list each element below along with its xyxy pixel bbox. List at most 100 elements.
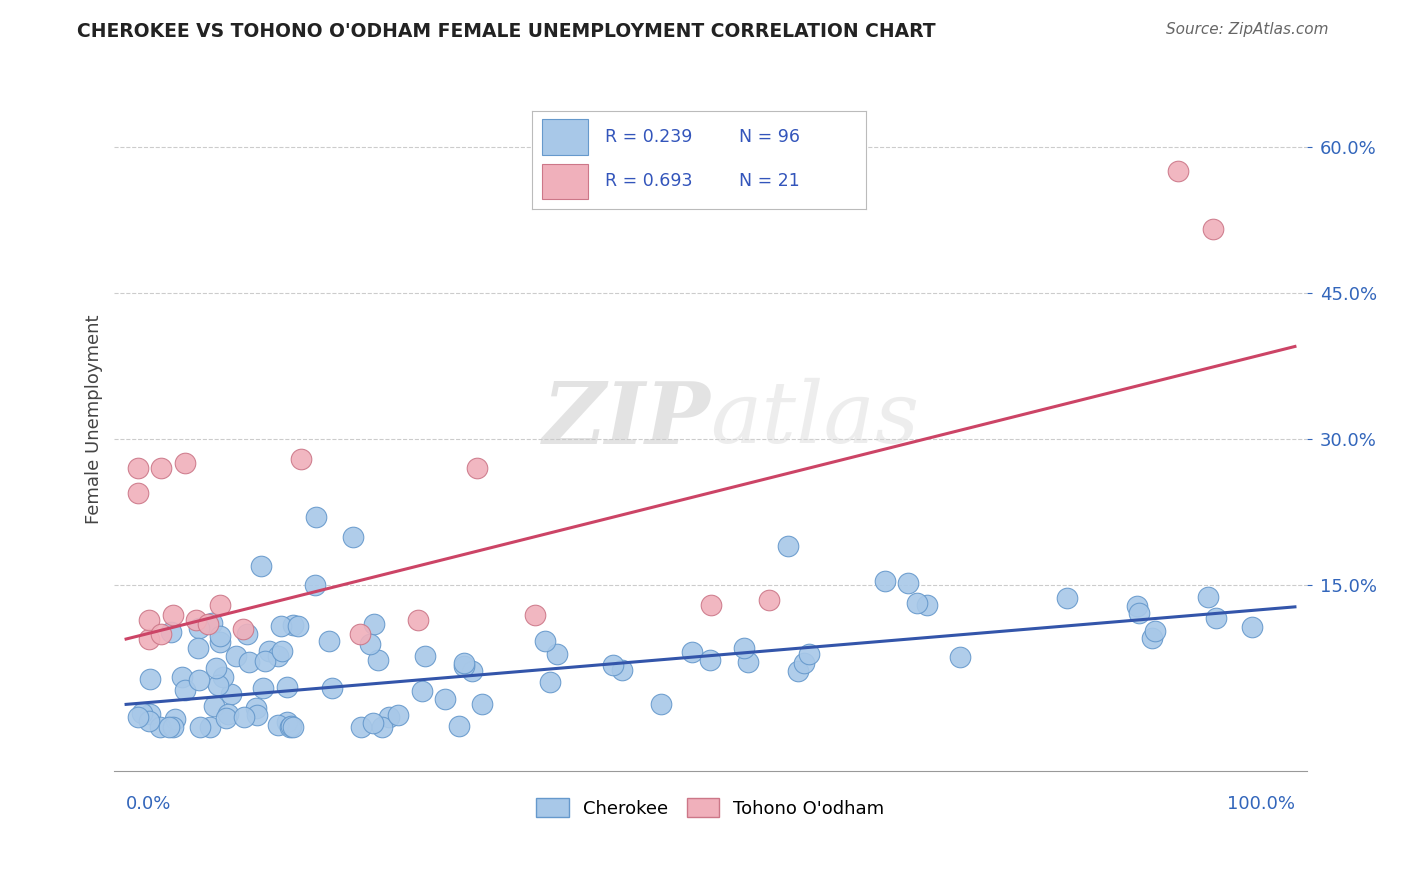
Point	[138, 613, 160, 627]
Point	[453, 656, 475, 670]
Point	[276, 680, 298, 694]
Text: 0.0%: 0.0%	[127, 795, 172, 814]
Point	[162, 607, 184, 622]
Point	[187, 673, 209, 687]
Point	[283, 720, 305, 734]
Point	[681, 645, 703, 659]
Point	[917, 598, 939, 612]
Point	[138, 632, 160, 646]
Point	[873, 574, 896, 588]
Point	[127, 710, 149, 724]
Point	[1167, 164, 1189, 178]
Point	[461, 665, 484, 679]
Point	[1128, 606, 1150, 620]
Point	[650, 697, 672, 711]
Point	[173, 457, 195, 471]
Point	[434, 692, 457, 706]
Point	[270, 619, 292, 633]
Point	[699, 653, 721, 667]
Point	[905, 597, 928, 611]
Point	[160, 624, 183, 639]
Point	[232, 622, 254, 636]
Point	[1126, 599, 1149, 613]
Point	[276, 715, 298, 730]
Text: ZIP: ZIP	[543, 378, 710, 461]
Point	[138, 714, 160, 728]
Point	[267, 717, 290, 731]
Point	[267, 649, 290, 664]
Point	[245, 701, 267, 715]
Point	[138, 672, 160, 686]
Point	[793, 657, 815, 671]
Point	[127, 485, 149, 500]
Point	[367, 653, 389, 667]
Text: atlas: atlas	[710, 378, 920, 461]
Point	[1202, 222, 1225, 236]
Point	[225, 648, 247, 663]
Point	[363, 716, 385, 731]
Text: CHEROKEE VS TOHONO O'ODHAM FEMALE UNEMPLOYMENT CORRELATION CHART: CHEROKEE VS TOHONO O'ODHAM FEMALE UNEMPL…	[77, 22, 936, 41]
Point	[378, 710, 401, 724]
Point	[797, 647, 820, 661]
Point	[287, 619, 309, 633]
Point	[217, 706, 239, 721]
Point	[238, 655, 260, 669]
Point	[157, 720, 180, 734]
Point	[150, 627, 173, 641]
Point	[318, 633, 340, 648]
Point	[254, 654, 277, 668]
Point	[131, 706, 153, 720]
Point	[949, 649, 972, 664]
Point	[1197, 591, 1219, 605]
Point	[139, 707, 162, 722]
Point	[188, 720, 211, 734]
Point	[188, 622, 211, 636]
Point	[174, 683, 197, 698]
Point	[546, 647, 568, 661]
Point	[1140, 631, 1163, 645]
Point	[1143, 624, 1166, 639]
Point	[359, 637, 381, 651]
Point	[349, 720, 371, 734]
Point	[162, 720, 184, 734]
Point	[202, 699, 225, 714]
Point	[449, 719, 471, 733]
Point	[453, 659, 475, 673]
Point	[776, 540, 799, 554]
Legend: Cherokee, Tohono O'odham: Cherokee, Tohono O'odham	[529, 791, 891, 825]
Point	[737, 656, 759, 670]
Point	[758, 593, 780, 607]
Point	[290, 451, 312, 466]
Point	[321, 681, 343, 695]
Point	[733, 640, 755, 655]
Point	[233, 710, 256, 724]
Point	[280, 719, 302, 733]
Point	[363, 617, 385, 632]
Point	[127, 461, 149, 475]
Point	[205, 661, 228, 675]
Point	[465, 461, 488, 475]
Point	[387, 707, 409, 722]
Point	[538, 675, 561, 690]
Point	[349, 627, 371, 641]
Point	[249, 558, 271, 573]
Point	[471, 697, 494, 711]
Point	[411, 683, 433, 698]
Y-axis label: Female Unemployment: Female Unemployment	[86, 315, 103, 524]
Point	[408, 613, 430, 627]
Point	[897, 576, 920, 591]
Point	[304, 510, 326, 524]
Point	[198, 720, 221, 734]
Point	[699, 598, 721, 612]
Point	[259, 644, 281, 658]
Point	[208, 635, 231, 649]
Point	[221, 687, 243, 701]
Point	[150, 461, 173, 475]
Point	[787, 664, 810, 678]
Point	[215, 711, 238, 725]
Point	[283, 617, 305, 632]
Point	[304, 578, 326, 592]
Point	[252, 681, 274, 696]
Point	[602, 658, 624, 673]
Point	[201, 615, 224, 630]
